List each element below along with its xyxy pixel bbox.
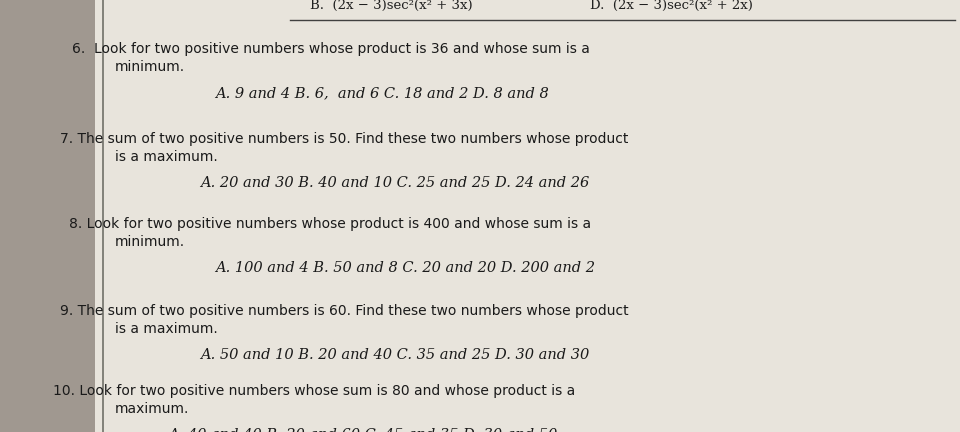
Text: minimum.: minimum.	[115, 235, 185, 249]
Text: maximum.: maximum.	[115, 402, 189, 416]
Text: A. 9 and 4 B. 6,  and 6 C. 18 and 2 D. 8 and 8: A. 9 and 4 B. 6, and 6 C. 18 and 2 D. 8 …	[215, 86, 549, 100]
Text: A. 40 and 40 B. 20 and 60 C. 45 and 35 D. 30 and 50: A. 40 and 40 B. 20 and 60 C. 45 and 35 D…	[168, 428, 557, 432]
Text: 10. Look for two positive numbers whose sum is 80 and whose product is a: 10. Look for two positive numbers whose …	[53, 384, 575, 398]
Text: 6.  Look for two positive numbers whose product is 36 and whose sum is a: 6. Look for two positive numbers whose p…	[72, 42, 589, 56]
Text: A. 100 and 4 B. 50 and 8 C. 20 and 20 D. 200 and 2: A. 100 and 4 B. 50 and 8 C. 20 and 20 D.…	[215, 261, 595, 275]
Text: B.  (2x − 3)sec²(x² + 3x): B. (2x − 3)sec²(x² + 3x)	[310, 0, 472, 12]
Text: is a maximum.: is a maximum.	[115, 150, 218, 164]
Text: 9. The sum of two positive numbers is 60. Find these two numbers whose product: 9. The sum of two positive numbers is 60…	[60, 304, 628, 318]
Text: minimum.: minimum.	[115, 60, 185, 74]
Text: 7. The sum of two positive numbers is 50. Find these two numbers whose product: 7. The sum of two positive numbers is 50…	[60, 132, 628, 146]
FancyBboxPatch shape	[0, 0, 95, 432]
Text: A. 20 and 30 B. 40 and 10 C. 25 and 25 D. 24 and 26: A. 20 and 30 B. 40 and 10 C. 25 and 25 D…	[200, 176, 589, 190]
Text: A. 50 and 10 B. 20 and 40 C. 35 and 25 D. 30 and 30: A. 50 and 10 B. 20 and 40 C. 35 and 25 D…	[200, 348, 589, 362]
Text: 8. Look for two positive numbers whose product is 400 and whose sum is a: 8. Look for two positive numbers whose p…	[69, 217, 591, 231]
Text: D.  (2x − 3)sec²(x² + 2x): D. (2x − 3)sec²(x² + 2x)	[590, 0, 753, 12]
Text: is a maximum.: is a maximum.	[115, 322, 218, 336]
FancyBboxPatch shape	[95, 0, 960, 432]
